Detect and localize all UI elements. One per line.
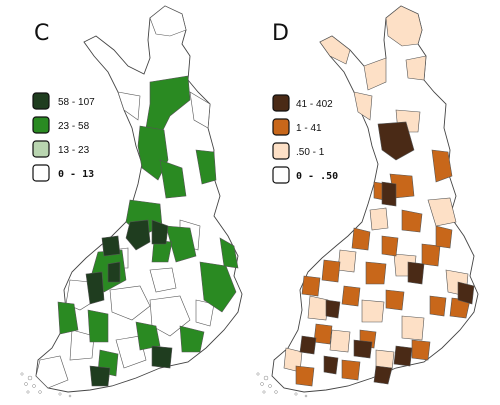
legend-swatch-c-1 [32,116,50,134]
panel-letter-c: C [34,21,49,46]
regions-58-107-c [85,219,173,387]
legend-swatch-c-3 [32,164,50,182]
legend-swatch-c-2 [32,140,50,158]
legend-label-d-0: 41 - 402 [296,99,333,110]
legend-label-c-0: 58 - 107 [58,97,95,108]
map-panel-d: D [256,5,479,398]
legend-swatch-d-0 [272,94,290,112]
archipelago-c [20,372,72,398]
regions-0-13-c [35,5,215,389]
regions-41-402-d [299,121,475,385]
legend-label-d-2: .50 - 1 [296,147,325,158]
legend-swatch-d-3 [272,166,290,184]
legend-swatch-c-0 [32,92,50,110]
regions-1-41-d [295,149,471,387]
legend-swatch-d-1 [272,118,290,136]
legend-label-c-2: 13 - 23 [58,145,90,156]
legend-label-d-1: 1 - 41 [296,123,322,134]
panel-letter-d: D [272,21,289,46]
map-panel-c: C [20,5,243,398]
legend-label-c-1: 23 - 58 [58,121,90,132]
legend-swatch-d-2 [272,142,290,160]
archipelago-d [256,372,308,398]
legend-label-d-3: 0 - .50 [296,171,338,182]
legend-label-c-3: 0 - 13 [58,169,94,180]
legend-c: 58 - 107 23 - 58 13 - 23 0 - 13 [32,92,95,182]
legend-d: 41 - 402 1 - 41 .50 - 1 0 - .50 [272,94,338,184]
